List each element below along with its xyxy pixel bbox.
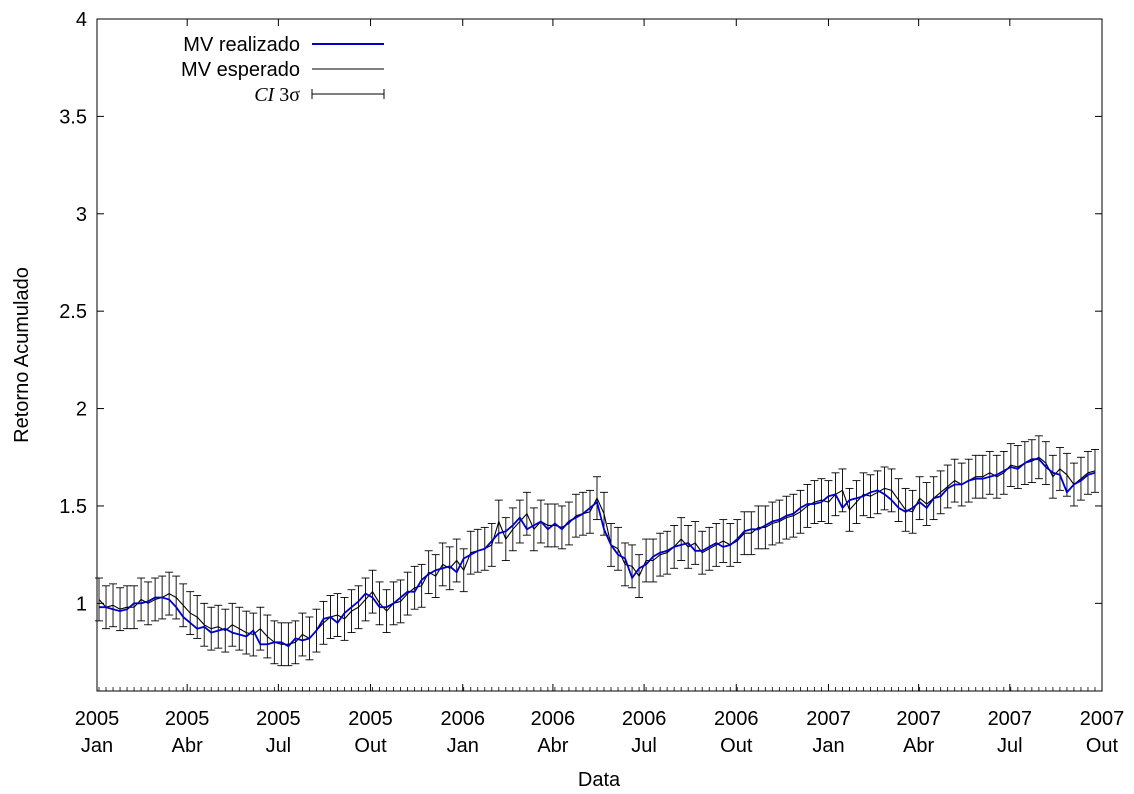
x-tick-label-month: Jul xyxy=(631,735,657,757)
legend-ci-sigma: 3σ xyxy=(274,84,300,106)
x-tick-label-month: Jul xyxy=(997,735,1023,757)
y-tick-label: 1 xyxy=(76,593,87,615)
x-tick-label-year: 2005 xyxy=(256,708,301,730)
y-tick-label: 4 xyxy=(76,9,87,31)
x-tick-label-month: Out xyxy=(354,735,387,757)
x-tick-label-month: Abr xyxy=(537,735,568,757)
x-tick-label-year: 2006 xyxy=(622,708,667,730)
y-tick-label: 3.5 xyxy=(59,106,87,128)
legend-ci-italic: CI xyxy=(254,84,275,106)
x-tick-label-month: Jul xyxy=(266,735,292,757)
x-tick-label-year: 2006 xyxy=(531,708,576,730)
y-tick-label: 3 xyxy=(76,204,87,226)
x-tick-label-year: 2005 xyxy=(165,708,210,730)
x-tick-label-year: 2005 xyxy=(75,708,120,730)
x-tick-label-month: Out xyxy=(720,735,753,757)
x-tick-label-year: 2007 xyxy=(896,708,941,730)
x-tick-label-year: 2005 xyxy=(348,708,393,730)
legend-label-ci: CI 3σ xyxy=(254,84,300,106)
legend-label-esperado: MV esperado xyxy=(181,59,300,81)
x-tick-label-month: Jan xyxy=(447,735,479,757)
ci-errorbar xyxy=(95,578,103,621)
x-tick-label-year: 2006 xyxy=(714,708,759,730)
x-tick-label-year: 2007 xyxy=(806,708,851,730)
x-tick-label-year: 2007 xyxy=(988,708,1033,730)
x-tick-label-month: Abr xyxy=(172,735,203,757)
legend-swatch-ci xyxy=(312,89,384,99)
y-tick-label: 1.5 xyxy=(59,496,87,518)
plot-frame xyxy=(97,19,1102,691)
y-axis-title: Retorno Acumulado xyxy=(11,267,33,443)
legend-label-realizado: MV realizado xyxy=(183,34,300,56)
x-tick-label-month: Jan xyxy=(81,735,113,757)
x-tick-label-year: 2007 xyxy=(1080,708,1125,730)
ci-errorbars xyxy=(95,436,1099,666)
y-tick-label: 2 xyxy=(76,399,87,421)
y-tick-label: 2.5 xyxy=(59,301,87,323)
x-tick-label-month: Jan xyxy=(812,735,844,757)
x-tick-label-month: Out xyxy=(1086,735,1119,757)
axis-ticks: 1 1.5 2 2.5 3 3.5 4 2005 Jan 2005 Abr 2005 Jul 2005 Ou… xyxy=(59,9,1124,757)
legend: MV realizado MV esperado CI 3σ xyxy=(181,34,384,106)
x-axis-title: Data xyxy=(578,769,621,791)
x-tick-label-month: Abr xyxy=(903,735,934,757)
x-tick-label-year: 2006 xyxy=(440,708,485,730)
